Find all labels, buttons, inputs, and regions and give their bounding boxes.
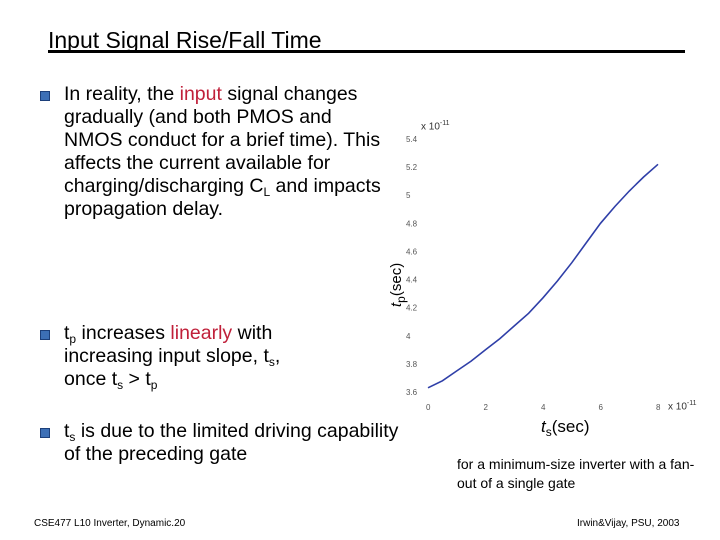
bullet-3-text: is due to the limited driving capability… — [64, 420, 399, 465]
y-multiplier-exp: -11 — [439, 120, 450, 127]
bullet-text-1: In reality, the input signal changes gra… — [64, 83, 390, 221]
bullet-2-comma: , — [274, 345, 281, 367]
title-underline-rule — [48, 50, 685, 53]
bullet-2-sub-s2: s — [117, 378, 124, 392]
x-tick-label: 6 — [599, 403, 604, 412]
x-multiplier-base: x 10 — [668, 401, 687, 413]
y-tick-label: 4 — [406, 332, 411, 341]
y-scale-multiplier: x 10-11 — [421, 120, 450, 132]
y-tick-label: 3.6 — [406, 388, 418, 397]
x-label-t: t — [541, 417, 546, 436]
bullet-1-text-c: and impacts propagation delay. — [64, 175, 381, 220]
x-multiplier-exp: -11 — [686, 400, 697, 407]
y-tick-label: 5 — [406, 191, 411, 200]
bullet-1-highlight: input — [179, 83, 222, 105]
y-tick-label: 4.6 — [406, 247, 418, 256]
bullet-3-sub-s: s — [69, 430, 76, 444]
tp-curve-series — [427, 163, 659, 389]
bullet-1-text-a: In reality, the — [64, 83, 180, 105]
bullet-2-text-d: > t — [123, 368, 151, 390]
slide-title: Input Signal Rise/Fall Time — [48, 27, 322, 53]
y-tick-label: 4.8 — [406, 219, 418, 228]
bullet-2-t: t — [64, 322, 70, 344]
y-tick-labels: 3.6 3.8 4 4.2 4.4 4.6 4.8 5 5.2 5.4 — [406, 135, 418, 397]
bullet-2-sub-p2: p — [150, 378, 158, 392]
footer-course-label: CSE477 L10 Inverter, Dynamic.20 — [34, 518, 186, 529]
bullet-square-icon — [40, 330, 50, 340]
bullet-2-sub-s: s — [268, 355, 275, 369]
y-tick-label: 4.2 — [406, 304, 418, 313]
bullet-3-t: t — [64, 420, 70, 442]
bullet-2-text-a: increases — [76, 322, 171, 344]
y-tick-label: 4.4 — [406, 276, 418, 285]
bullet-2-text-b: with increasing input slope, t — [64, 322, 273, 367]
bullet-1-text-b: signal changes gradually (and both PMOS … — [64, 83, 381, 197]
bullet-2-highlight: linearly — [170, 322, 233, 344]
x-label-unit: (sec) — [551, 417, 590, 436]
x-scale-multiplier: x 10-11 — [668, 400, 697, 412]
y-tick-label: 3.8 — [406, 360, 418, 369]
bullet-2-text-c: once t — [64, 368, 118, 390]
x-tick-label: 8 — [656, 403, 661, 412]
chart-caption: for a minimum-size inverter with a fan-o… — [457, 456, 695, 491]
bullet-1-subscript: L — [263, 185, 271, 199]
x-tick-label: 4 — [541, 403, 546, 412]
bullet-2-sub-p: p — [69, 332, 77, 346]
x-label-sub: s — [545, 425, 552, 439]
chart-x-axis-label: ts(sec) — [541, 417, 590, 439]
bullet-text-2: tp increases linearly with increasing in… — [64, 322, 364, 391]
y-tick-label: 5.2 — [406, 163, 418, 172]
x-tick-label: 0 — [426, 403, 431, 412]
x-tick-label: 2 — [484, 403, 489, 412]
x-tick-labels: 0 2 4 6 8 — [426, 403, 661, 412]
y-multiplier-base: x 10 — [421, 121, 440, 133]
bullet-text-3: ts is due to the limited driving capabil… — [64, 420, 404, 466]
footer-credit: Irwin&Vijay, PSU, 2003 — [577, 518, 680, 529]
y-tick-label: 5.4 — [406, 135, 418, 144]
bullet-square-icon — [40, 428, 50, 438]
bullet-square-icon — [40, 91, 50, 101]
